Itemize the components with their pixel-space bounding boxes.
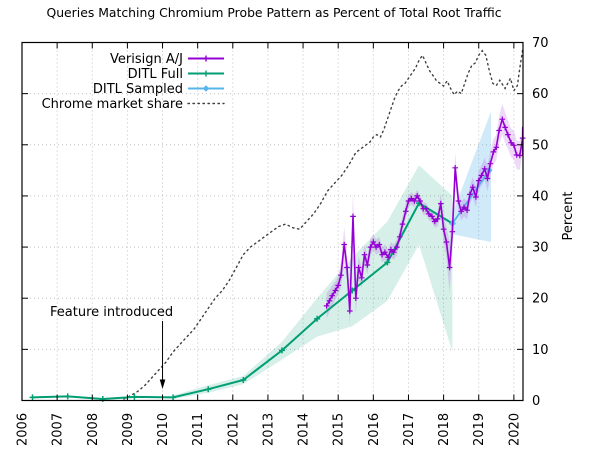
legend-label-ditl-full: DITL Full bbox=[128, 67, 183, 82]
plot-layers bbox=[22, 42, 526, 402]
x-tick-label-2014: 2014 bbox=[297, 413, 312, 446]
y-tick-label-0: 0 bbox=[532, 394, 540, 409]
feature-introduced-annotation: Feature introduced bbox=[50, 305, 173, 320]
feature-arrow-head bbox=[159, 379, 166, 389]
legend-sample-plus-marker bbox=[203, 55, 209, 62]
y-tick-label-70: 70 bbox=[532, 36, 549, 51]
x-tick-label-2013: 2013 bbox=[261, 413, 276, 446]
legend-sample-diamond-marker bbox=[202, 85, 210, 92]
x-tick-label-2018: 2018 bbox=[437, 413, 452, 446]
y-tick-label-20: 20 bbox=[532, 292, 549, 307]
x-tick-label-2017: 2017 bbox=[402, 413, 417, 446]
ditl-full-band bbox=[173, 165, 453, 399]
legend-label-verisign-aj: Verisign A/J bbox=[110, 52, 183, 67]
y-tick-label-40: 40 bbox=[532, 189, 549, 204]
chrome-market-share-line bbox=[123, 49, 524, 400]
axis-ticks bbox=[21, 42, 523, 401]
y-axis-label-percent: Percent bbox=[561, 192, 576, 241]
ditl-sampled-line bbox=[451, 169, 491, 225]
x-tick-label-2010: 2010 bbox=[156, 413, 171, 446]
x-tick-label-2020: 2020 bbox=[507, 413, 522, 446]
legend-label-chrome-market-share: Chrome market share bbox=[42, 97, 183, 112]
ditl-full-markers bbox=[29, 200, 456, 402]
verisign-band bbox=[326, 103, 523, 327]
verisign-markers bbox=[323, 116, 526, 314]
x-tick-label-2008: 2008 bbox=[86, 413, 101, 446]
x-tick-label-2011: 2011 bbox=[191, 413, 206, 446]
legend-label-ditl-sampled: DITL Sampled bbox=[93, 82, 183, 97]
y-tick-label-60: 60 bbox=[532, 87, 549, 102]
x-tick-label-2012: 2012 bbox=[226, 413, 241, 446]
plot-border bbox=[21, 41, 524, 402]
x-tick-label-2019: 2019 bbox=[472, 413, 487, 446]
plot-frame bbox=[21, 41, 524, 402]
x-tick-label-2006: 2006 bbox=[16, 413, 31, 446]
legend-sample-2 bbox=[188, 85, 224, 92]
legend-sample-0 bbox=[188, 55, 224, 62]
x-tick-label-2016: 2016 bbox=[367, 413, 382, 446]
x-tick-label-2007: 2007 bbox=[51, 413, 66, 446]
legend-sample-1 bbox=[188, 70, 224, 77]
y-tick-label-30: 30 bbox=[532, 241, 549, 256]
x-tick-label-2015: 2015 bbox=[332, 413, 347, 446]
y-tick-label-10: 10 bbox=[532, 343, 549, 358]
chart-title: Queries Matching Chromium Probe Pattern … bbox=[46, 5, 501, 20]
legend-sample-plus-marker bbox=[203, 70, 209, 77]
x-tick-label-2009: 2009 bbox=[121, 413, 136, 446]
y-tick-label-50: 50 bbox=[532, 138, 549, 153]
